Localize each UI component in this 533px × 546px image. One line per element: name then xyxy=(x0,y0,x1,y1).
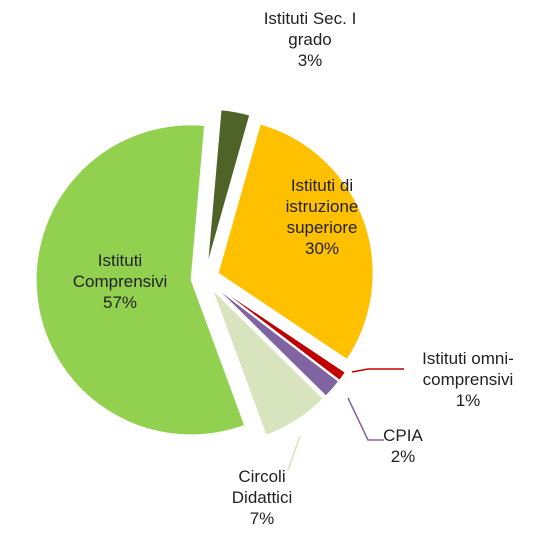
category-label: Istituti di istruzione superiore xyxy=(285,176,359,237)
value-label: 2% xyxy=(390,447,416,466)
value-label: 57% xyxy=(102,293,138,312)
category-label: Istituti Sec. I grado xyxy=(263,9,357,49)
slice-label: Circoli Didattici 7% xyxy=(212,466,312,529)
slice-label: CPIA 2% xyxy=(373,425,433,467)
pie-slice xyxy=(215,286,340,397)
pie-slice xyxy=(216,285,346,381)
pie-slice xyxy=(212,289,324,436)
slice-label: Istituti Comprensivi 57% xyxy=(65,250,175,313)
value-label: 1% xyxy=(455,391,481,410)
pie-slice xyxy=(35,124,246,436)
value-label: 3% xyxy=(297,51,323,70)
category-label: CPIA xyxy=(383,426,423,445)
pie-slice xyxy=(207,109,251,265)
value-label: 7% xyxy=(249,509,275,528)
category-label: Istituti omni-comprensivi xyxy=(422,349,514,389)
slice-label: Istituti Sec. I grado 3% xyxy=(245,8,375,71)
leader-line xyxy=(287,435,301,471)
category-label: Circoli Didattici xyxy=(231,467,293,507)
slice-label: Istituti omni-comprensivi 1% xyxy=(403,348,533,411)
leader-line xyxy=(347,397,384,441)
pie-slice xyxy=(217,123,374,361)
leader-line xyxy=(351,368,404,373)
slice-label: Istituti di istruzione superiore 30% xyxy=(267,175,377,259)
category-label: Istituti Comprensivi xyxy=(72,251,168,291)
value-label: 30% xyxy=(304,239,340,258)
